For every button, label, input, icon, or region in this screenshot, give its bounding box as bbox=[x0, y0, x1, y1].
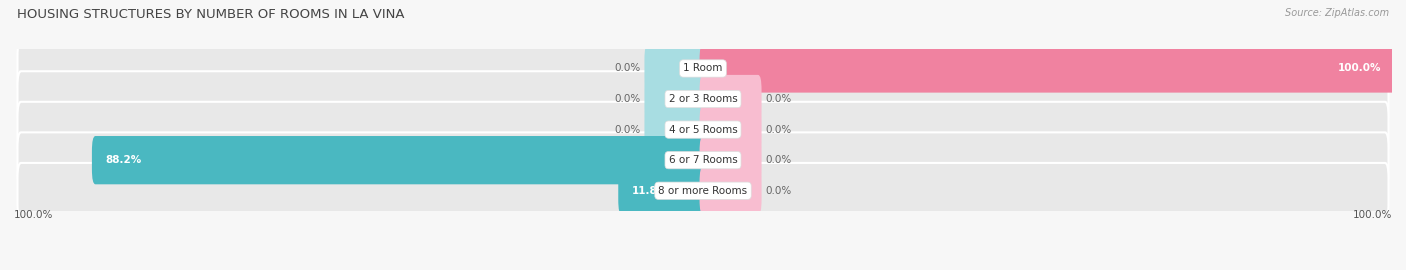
Text: 100.0%: 100.0% bbox=[1353, 210, 1392, 220]
Text: 4 or 5 Rooms: 4 or 5 Rooms bbox=[669, 124, 737, 135]
Text: 0.0%: 0.0% bbox=[765, 186, 792, 196]
Text: 6 or 7 Rooms: 6 or 7 Rooms bbox=[669, 155, 737, 165]
FancyBboxPatch shape bbox=[644, 75, 706, 123]
FancyBboxPatch shape bbox=[17, 132, 1389, 188]
Text: 2 or 3 Rooms: 2 or 3 Rooms bbox=[669, 94, 737, 104]
FancyBboxPatch shape bbox=[700, 75, 762, 123]
FancyBboxPatch shape bbox=[17, 163, 1389, 218]
FancyBboxPatch shape bbox=[619, 167, 706, 215]
Text: 0.0%: 0.0% bbox=[765, 94, 792, 104]
Text: HOUSING STRUCTURES BY NUMBER OF ROOMS IN LA VINA: HOUSING STRUCTURES BY NUMBER OF ROOMS IN… bbox=[17, 8, 405, 21]
Text: 1 Room: 1 Room bbox=[683, 63, 723, 73]
Text: 0.0%: 0.0% bbox=[765, 124, 792, 135]
Text: 0.0%: 0.0% bbox=[765, 155, 792, 165]
Text: 11.8%: 11.8% bbox=[633, 186, 668, 196]
FancyBboxPatch shape bbox=[644, 44, 706, 93]
FancyBboxPatch shape bbox=[17, 71, 1389, 127]
Text: 100.0%: 100.0% bbox=[14, 210, 53, 220]
Text: Source: ZipAtlas.com: Source: ZipAtlas.com bbox=[1285, 8, 1389, 18]
FancyBboxPatch shape bbox=[91, 136, 706, 184]
Text: 0.0%: 0.0% bbox=[614, 63, 641, 73]
Text: 0.0%: 0.0% bbox=[614, 94, 641, 104]
Text: 8 or more Rooms: 8 or more Rooms bbox=[658, 186, 748, 196]
FancyBboxPatch shape bbox=[644, 106, 706, 154]
Text: 100.0%: 100.0% bbox=[1339, 63, 1382, 73]
Text: 0.0%: 0.0% bbox=[614, 124, 641, 135]
FancyBboxPatch shape bbox=[700, 44, 1395, 93]
FancyBboxPatch shape bbox=[700, 136, 762, 184]
FancyBboxPatch shape bbox=[17, 41, 1389, 96]
Text: 88.2%: 88.2% bbox=[105, 155, 142, 165]
FancyBboxPatch shape bbox=[700, 167, 762, 215]
FancyBboxPatch shape bbox=[17, 102, 1389, 157]
FancyBboxPatch shape bbox=[700, 106, 762, 154]
